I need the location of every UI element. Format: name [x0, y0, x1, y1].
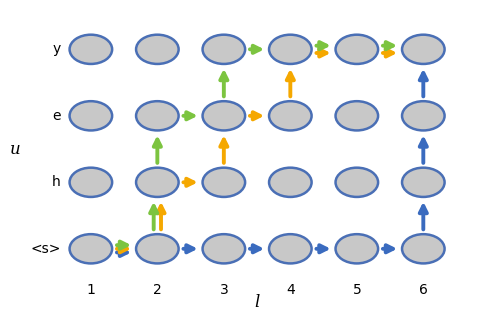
Text: 4: 4 [286, 283, 295, 297]
Ellipse shape [402, 101, 445, 131]
Ellipse shape [69, 35, 112, 64]
Ellipse shape [402, 168, 445, 197]
Ellipse shape [269, 35, 312, 64]
Ellipse shape [402, 35, 445, 64]
Text: 3: 3 [220, 283, 228, 297]
Text: <s>: <s> [31, 242, 61, 256]
Text: 6: 6 [419, 283, 428, 297]
Ellipse shape [136, 101, 179, 131]
Ellipse shape [69, 168, 112, 197]
Text: y: y [52, 42, 61, 56]
Ellipse shape [136, 234, 179, 264]
Text: h: h [52, 175, 61, 189]
Ellipse shape [136, 35, 179, 64]
Ellipse shape [335, 35, 378, 64]
Ellipse shape [335, 168, 378, 197]
Text: 2: 2 [153, 283, 162, 297]
Ellipse shape [203, 35, 245, 64]
Text: l: l [254, 294, 260, 311]
Text: 1: 1 [87, 283, 95, 297]
Ellipse shape [69, 101, 112, 131]
Ellipse shape [335, 101, 378, 131]
Ellipse shape [69, 234, 112, 264]
Text: e: e [52, 109, 61, 123]
Ellipse shape [269, 168, 312, 197]
Ellipse shape [335, 234, 378, 264]
Ellipse shape [402, 234, 445, 264]
Ellipse shape [269, 101, 312, 131]
Text: u: u [10, 141, 21, 158]
Ellipse shape [136, 168, 179, 197]
Ellipse shape [203, 101, 245, 131]
Ellipse shape [269, 234, 312, 264]
Ellipse shape [203, 234, 245, 264]
Ellipse shape [203, 168, 245, 197]
Text: 5: 5 [352, 283, 361, 297]
